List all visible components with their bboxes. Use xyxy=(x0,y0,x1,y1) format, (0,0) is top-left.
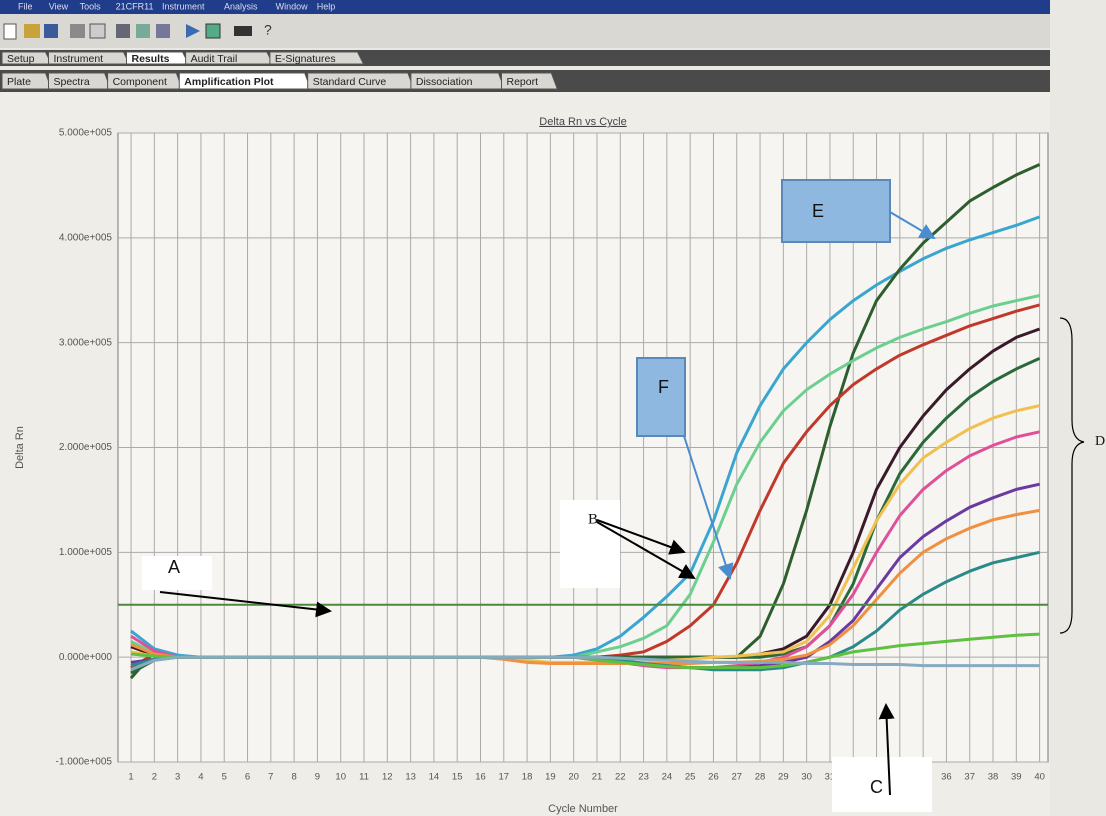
tab-label[interactable]: Plate xyxy=(7,76,31,88)
menu-bar xyxy=(0,0,1050,14)
annotation-label: B xyxy=(588,511,598,527)
x-tick-label: 17 xyxy=(499,772,510,783)
tab-label[interactable]: Instrument xyxy=(54,53,104,65)
x-tick-label: 40 xyxy=(1034,772,1045,783)
tab-label[interactable]: Amplification Plot xyxy=(184,76,274,88)
x-tick-label: 37 xyxy=(964,772,975,783)
annotation-label: C xyxy=(870,777,883,797)
x-tick-label: 4 xyxy=(198,772,203,783)
y-tick-label: 0.000e+000 xyxy=(59,652,113,663)
annotation-label: D xyxy=(1095,434,1105,449)
help-icon: ? xyxy=(264,22,272,38)
y-tick-label: 2.000e+005 xyxy=(59,442,113,453)
tab-label[interactable]: Report xyxy=(507,76,539,88)
menu-item[interactable]: 21CFR11 xyxy=(116,1,154,11)
x-tick-label: 11 xyxy=(359,772,369,783)
x-tick-label: 13 xyxy=(405,772,416,783)
x-tick-label: 20 xyxy=(568,772,579,783)
annotation-box xyxy=(782,180,890,242)
x-tick-label: 9 xyxy=(315,772,320,783)
screen: ? File View Tools 21CFR11 Instrument Analysis… xyxy=(0,0,1106,816)
menu-item[interactable]: Analysis xyxy=(224,1,258,11)
x-tick-label: 39 xyxy=(1011,772,1022,783)
tab-label[interactable]: Component xyxy=(113,76,167,88)
x-tick-label: 16 xyxy=(475,772,486,783)
x-axis-label: Cycle Number xyxy=(548,803,618,815)
y-tick-label: 5.000e+005 xyxy=(59,128,113,139)
x-tick-label: 25 xyxy=(685,772,696,783)
x-tick-label: 26 xyxy=(708,772,719,783)
annotation-label: E xyxy=(812,201,824,221)
x-tick-label: 29 xyxy=(778,772,789,783)
x-tick-label: 38 xyxy=(988,772,999,783)
x-tick-label: 30 xyxy=(801,772,812,783)
menu-item[interactable]: Tools xyxy=(80,1,102,11)
x-tick-label: 27 xyxy=(731,772,742,783)
chart-title: Delta Rn vs Cycle xyxy=(539,116,626,128)
x-tick-label: 36 xyxy=(941,772,952,783)
y-tick-label: 3.000e+005 xyxy=(59,337,113,348)
x-tick-label: 6 xyxy=(245,772,250,783)
annotation-label: F xyxy=(658,377,669,397)
tab-label[interactable]: Setup xyxy=(7,53,35,65)
tab-label[interactable]: E-Signatures xyxy=(275,53,336,65)
x-tick-label: 10 xyxy=(335,772,346,783)
y-tick-label: -1.000e+005 xyxy=(56,757,113,768)
annotation-box xyxy=(637,358,685,436)
tab-label[interactable]: Standard Curve xyxy=(313,76,387,88)
x-tick-label: 19 xyxy=(545,772,556,783)
x-tick-label: 28 xyxy=(755,772,766,783)
x-tick-label: 14 xyxy=(429,772,440,783)
tab-label[interactable]: Results xyxy=(132,53,170,65)
menu-item[interactable]: Instrument xyxy=(162,1,205,11)
tab-label[interactable]: Dissociation xyxy=(416,76,473,88)
x-tick-label: 23 xyxy=(638,772,649,783)
menu-item[interactable]: View xyxy=(49,1,69,11)
y-tick-label: 4.000e+005 xyxy=(59,232,113,243)
page: ? File View Tools 21CFR11 Instrument Analysis… xyxy=(0,0,1106,816)
x-tick-label: 18 xyxy=(522,772,533,783)
x-tick-label: 12 xyxy=(382,772,393,783)
x-tick-label: 24 xyxy=(662,772,673,783)
x-tick-label: 7 xyxy=(268,772,273,783)
menu-item[interactable]: File xyxy=(18,1,33,11)
y-axis-label: Delta Rn xyxy=(14,426,26,469)
x-tick-label: 8 xyxy=(291,772,296,783)
tab-label[interactable]: Audit Trail xyxy=(191,53,238,65)
y-tick-label: 1.000e+005 xyxy=(59,547,113,558)
x-tick-label: 1 xyxy=(128,772,133,783)
x-tick-label: 15 xyxy=(452,772,463,783)
x-tick-label: 5 xyxy=(222,772,227,783)
tab-label[interactable]: Spectra xyxy=(54,76,90,88)
x-tick-label: 21 xyxy=(592,772,603,783)
x-tick-label: 22 xyxy=(615,772,626,783)
annotation-label: A xyxy=(168,557,180,577)
menu-item[interactable]: Help xyxy=(317,1,336,11)
x-tick-label: 2 xyxy=(152,772,157,783)
menu-item[interactable]: Window xyxy=(276,1,309,11)
x-tick-label: 3 xyxy=(175,772,180,783)
